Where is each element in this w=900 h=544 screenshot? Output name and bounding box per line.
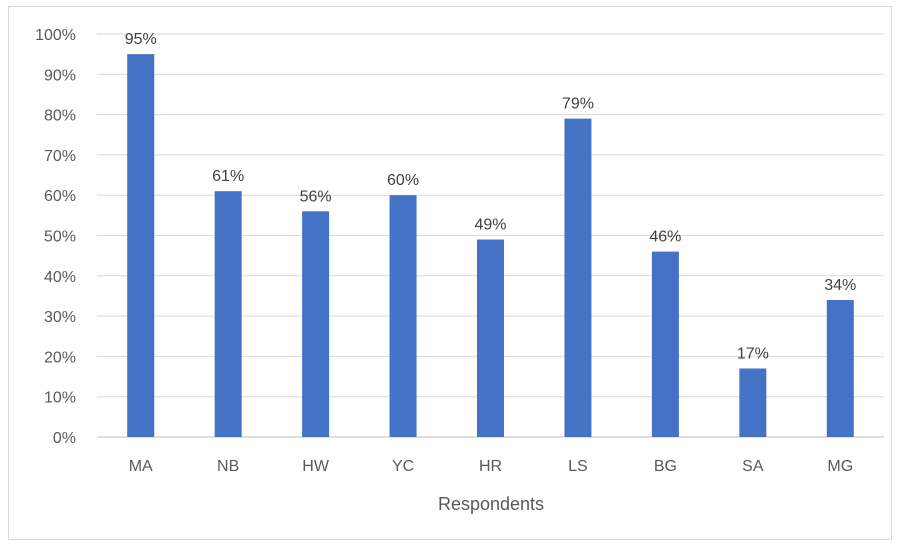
bar-ls	[564, 118, 592, 437]
x-tick-label-ls: LS	[568, 458, 588, 475]
chart-area	[8, 6, 892, 540]
x-tick-label-hw: HW	[302, 458, 330, 475]
y-tick-label: 60%	[44, 188, 76, 205]
x-tick-label-yc: YC	[392, 458, 414, 475]
data-label-mg: 34%	[824, 277, 856, 294]
x-axis-title: Respondents	[438, 494, 544, 514]
y-axis-ticks: 0% 10% 20% 30% 40% 50% 60% 70% 80% 90% 100%	[35, 27, 76, 447]
data-label-yc: 60%	[387, 172, 419, 189]
data-label-hr: 49%	[474, 217, 506, 234]
x-axis-ticks: MA NB HW YC HR LS BG SA MG	[129, 458, 853, 475]
y-tick-label: 0%	[53, 430, 76, 447]
x-tick-label-ma: MA	[129, 458, 153, 475]
data-label-nb: 61%	[212, 168, 244, 185]
bar-hr	[477, 239, 504, 437]
bar-sa	[739, 368, 767, 437]
bar-bg	[651, 251, 679, 437]
x-tick-label-bg: BG	[654, 458, 677, 475]
y-tick-label: 70%	[44, 148, 76, 165]
x-tick-label-mg: MG	[827, 458, 853, 475]
x-tick-label-sa: SA	[742, 458, 764, 475]
bars	[127, 54, 854, 438]
y-tick-label: 80%	[44, 108, 76, 125]
data-label-hw: 56%	[300, 188, 332, 205]
y-tick-label: 90%	[44, 67, 76, 84]
data-labels: 95% 61% 56% 60% 49% 79% 46% 17% 34%	[125, 31, 857, 362]
bar-nb	[214, 191, 242, 437]
bar-yc	[389, 195, 417, 437]
y-tick-label: 50%	[44, 229, 76, 246]
data-label-ls: 79%	[562, 96, 594, 113]
bar-mg	[826, 299, 854, 437]
data-label-bg: 46%	[649, 229, 681, 246]
y-tick-label: 30%	[44, 309, 76, 326]
bar-ma	[127, 54, 155, 438]
y-tick-label: 100%	[35, 27, 76, 44]
y-tick-label: 40%	[44, 269, 76, 286]
y-tick-label: 20%	[44, 349, 76, 366]
bar-hw	[302, 211, 330, 437]
x-tick-label-nb: NB	[217, 458, 239, 475]
data-label-sa: 17%	[737, 345, 769, 362]
y-tick-label: 10%	[44, 390, 76, 407]
x-tick-label-hr: HR	[479, 458, 502, 475]
data-label-ma: 95%	[125, 31, 157, 48]
